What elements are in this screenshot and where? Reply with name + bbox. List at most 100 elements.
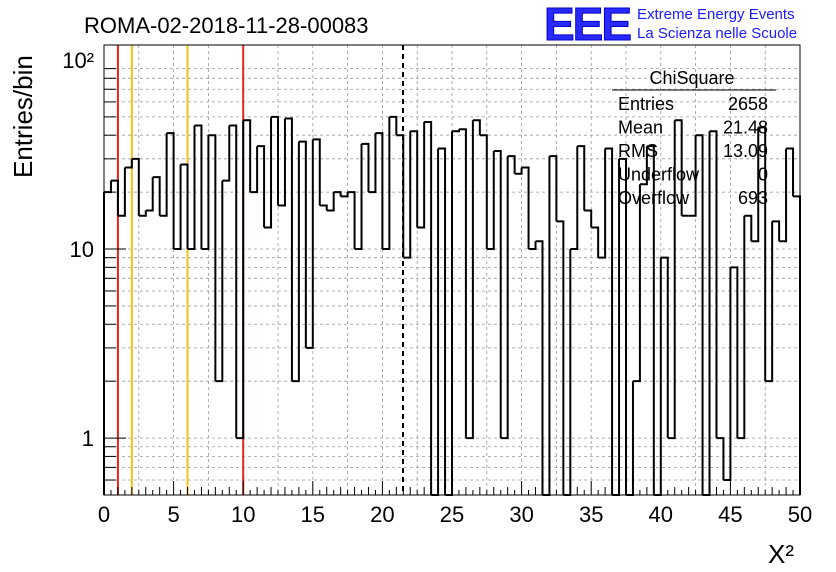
histogram-bin	[361, 142, 370, 193]
x-axis-label: X²	[768, 539, 794, 569]
histogram-bin	[549, 155, 558, 222]
histogram-bin	[131, 157, 140, 216]
histogram-bin	[591, 226, 600, 258]
histogram-bin	[257, 145, 266, 228]
histogram-bin	[424, 120, 433, 495]
histogram-bin	[751, 127, 760, 243]
histogram-bin	[284, 117, 293, 382]
histogram-bin	[117, 167, 126, 217]
histogram-bin	[243, 119, 252, 193]
y-axis-label: Entries/bin	[8, 55, 38, 178]
histogram-bin	[417, 121, 426, 229]
histogram-bin	[138, 210, 147, 217]
y-tick-label: 1	[82, 426, 94, 451]
histogram-bin	[556, 220, 565, 495]
histogram-bin	[104, 180, 112, 194]
brand-line-1: Extreme Energy Events	[637, 6, 795, 23]
histogram-bin	[660, 256, 669, 439]
y-tick-label: 10²	[62, 48, 94, 73]
x-tick-label: 25	[440, 502, 464, 527]
histogram-bin	[396, 134, 405, 258]
stats-row-label: Entries	[618, 94, 674, 114]
histogram-bin	[458, 128, 467, 439]
histogram-bin	[403, 131, 412, 259]
eee-logo: EEE	[544, 0, 630, 50]
chart-title: ROMA-02-2018-11-28-00083	[84, 13, 369, 38]
histogram-bin	[438, 147, 447, 495]
x-tick-label: 15	[301, 502, 325, 527]
stats-row-label: Underflow	[618, 165, 700, 185]
histogram-bin	[486, 150, 495, 251]
histogram-bin	[577, 145, 586, 211]
histogram-bin	[709, 130, 718, 439]
stats-rows: Entries 2658 Mean 21.48 RMS 13.09 Underflow 0 Ov…	[618, 94, 768, 208]
marker-lines	[116, 45, 405, 495]
histogram-bin	[305, 139, 314, 349]
histogram-bin	[723, 267, 732, 482]
histogram-bin	[173, 164, 182, 251]
x-tick-label: 35	[579, 502, 603, 527]
histogram-bin	[452, 129, 460, 133]
histogram-bin	[493, 149, 502, 439]
histogram-bin	[563, 249, 572, 496]
histogram-bin	[646, 145, 655, 495]
histogram-bin	[507, 155, 516, 174]
stats-row-label: Overflow	[618, 188, 690, 208]
histogram-bin	[667, 120, 676, 440]
histogram-bin	[605, 147, 614, 495]
x-tick-label: 50	[788, 502, 812, 527]
stats-title: ChiSquare	[649, 68, 734, 88]
histogram-bin	[472, 119, 481, 136]
stats-row-value: 693	[738, 188, 768, 208]
histogram-bin	[653, 257, 662, 496]
histogram-bin	[208, 134, 217, 382]
histogram-bin	[765, 221, 774, 383]
histogram-bin	[744, 214, 753, 242]
histogram-bin	[716, 437, 725, 481]
histogram-bin	[229, 124, 238, 439]
histogram-bin	[688, 135, 697, 217]
histogram-bin	[514, 167, 523, 175]
histogram-bin	[793, 195, 801, 495]
histogram-bin	[312, 138, 321, 206]
histogram-bin	[639, 146, 648, 186]
histogram-bin	[786, 147, 795, 197]
histogram-bin	[389, 115, 398, 136]
stats-box: ChiSquare Entries 2658 Mean 21.48 RMS 13.09 Un…	[612, 68, 776, 208]
histogram-bin	[236, 120, 245, 440]
histogram-bin	[500, 156, 509, 440]
histogram-bin	[222, 125, 231, 182]
histogram-bin	[166, 132, 175, 250]
x-tick-label: 30	[509, 502, 533, 527]
histogram-bin	[674, 119, 683, 216]
histogram-bin	[194, 124, 203, 250]
histogram-bin	[465, 120, 474, 440]
histogram-bin	[180, 163, 189, 250]
histogram-bin	[779, 148, 788, 243]
histogram-bin	[570, 146, 579, 251]
histogram-bin	[326, 192, 335, 212]
histogram-bin	[772, 220, 781, 242]
histogram-bin	[619, 157, 627, 495]
stats-row-value: 21.48	[723, 118, 768, 138]
x-tick-label: 5	[167, 502, 179, 527]
stats-row-label: RMS	[618, 141, 658, 161]
histogram-bin	[431, 148, 440, 496]
stats-row-value: 13.09	[723, 141, 768, 161]
x-tick-label: 20	[370, 502, 394, 527]
histogram-bin	[278, 118, 286, 207]
histogram-bin	[201, 135, 210, 251]
histogram-bin	[264, 116, 273, 229]
histogram-bin	[528, 241, 537, 251]
histogram-bin	[152, 176, 161, 216]
histogram-bin	[319, 204, 328, 211]
histogram-bin	[535, 240, 544, 495]
histogram-bin	[598, 148, 607, 259]
x-tick-label: 45	[718, 502, 742, 527]
axis-ticks: 0 5 10 15 20 25 30 35 40 45 50 1 10 10²	[62, 48, 812, 527]
eee-branding: EEE Extreme Energy Events La Scienza nel…	[544, 0, 798, 51]
histogram-bin	[215, 180, 224, 383]
histogram-bin	[382, 116, 391, 251]
brand-line-2: La Scienza nelle Scuole	[637, 25, 797, 42]
